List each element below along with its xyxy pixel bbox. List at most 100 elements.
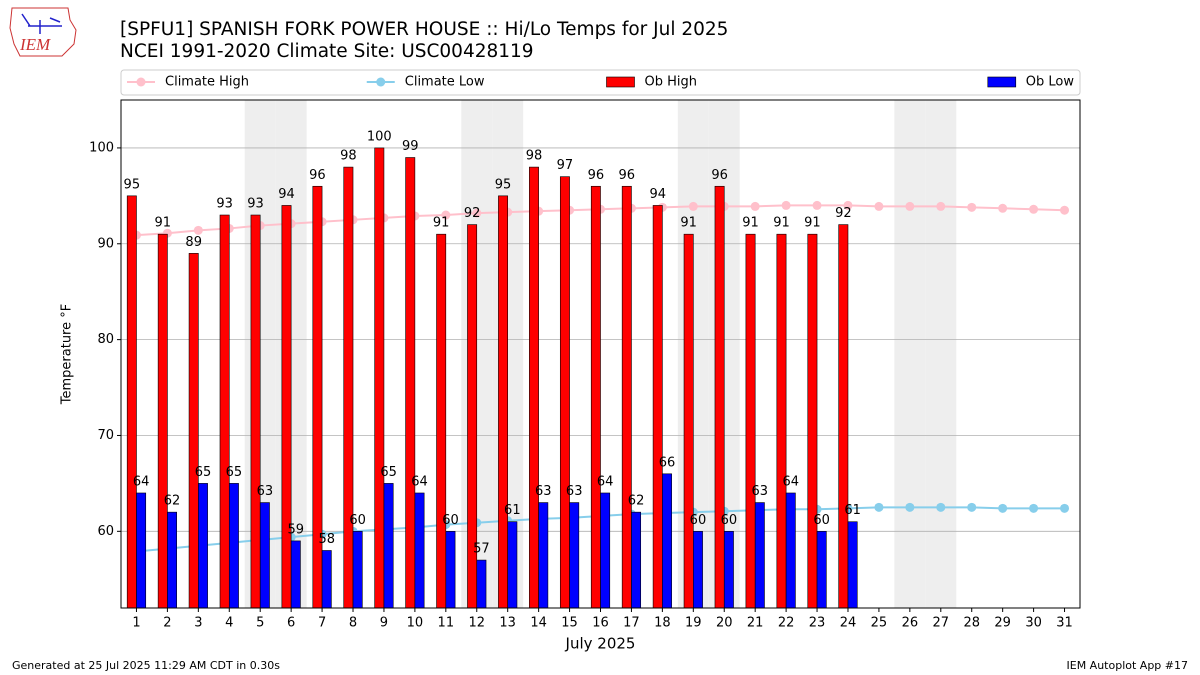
bar-value-label: 91 [154,216,171,231]
x-tick-label: 27 [933,616,950,631]
bar [281,205,292,609]
legend-label: Climate Low [405,75,485,90]
bar [167,511,177,609]
x-tick-label: 7 [318,616,326,631]
bar-value-label: 66 [659,455,676,470]
bar-value-label: 59 [288,522,305,537]
x-tick-label: 1 [132,616,140,631]
bar [259,502,270,609]
x-tick-label: 11 [438,616,455,631]
climate-marker [936,502,946,512]
bar-value-label: 96 [588,168,605,183]
y-axis-label: Temperature °F [60,304,75,405]
climate-marker [441,210,451,220]
bar [807,233,818,609]
bar [198,483,208,609]
weekend-shade [894,100,926,608]
bar [683,233,694,609]
bar-value-label: 91 [680,216,697,231]
bar [136,492,147,609]
x-tick-label: 29 [994,616,1011,631]
bar [188,253,199,609]
x-tick-label: 14 [530,616,547,631]
weekend-shade [925,100,957,608]
y-tick-label: 80 [97,332,114,347]
y-tick-label: 60 [97,524,114,539]
footer-left: Generated at 25 Jul 2025 11:29 AM CDT in… [12,659,280,672]
bar [785,492,796,609]
bar-value-label: 61 [504,503,521,518]
climate-marker [781,200,791,210]
bar [529,166,539,609]
bar-value-label: 64 [597,474,614,489]
bar-value-label: 93 [247,197,264,212]
bar [590,185,601,609]
bar [219,214,230,609]
bar-value-label: 60 [442,513,459,528]
x-tick-label: 12 [468,616,485,631]
legend-label: Climate High [165,75,249,90]
bar-value-label: 91 [804,216,821,231]
bar-value-label: 60 [349,513,366,528]
legend-swatch [987,76,1017,88]
bar-value-label: 63 [257,484,274,499]
y-tick-label: 70 [97,428,114,443]
bar [621,185,632,609]
climate-marker [750,201,760,211]
bar-value-label: 60 [721,513,738,528]
bar-value-label: 91 [773,216,790,231]
plot-frame [120,99,1081,609]
x-tick-label: 16 [592,616,609,631]
bar [126,195,137,609]
bar-value-label: 96 [619,168,636,183]
bar-value-label: 91 [742,216,759,231]
bar [374,147,385,609]
x-tick-label: 5 [256,616,264,631]
bar [405,157,416,609]
bar [754,502,765,609]
bar [569,502,580,609]
x-axis-label: July 2025 [565,635,636,653]
bar [436,233,447,609]
bar [776,233,787,609]
bar [538,502,549,609]
climate-marker [998,503,1008,513]
bar [321,550,332,609]
x-tick-label: 19 [685,616,702,631]
bar-value-label: 95 [124,177,141,192]
x-tick-label: 30 [1025,616,1042,631]
climate-marker [967,202,977,212]
bar-value-label: 62 [164,494,181,509]
legend-swatch [606,76,635,88]
x-tick-label: 31 [1056,616,1073,631]
climate-marker [936,201,946,211]
bar-value-label: 57 [473,542,490,557]
bar [662,473,672,609]
bar [290,540,301,609]
logo-icon [21,13,62,34]
bar [476,559,487,609]
bar-value-label: 98 [340,149,357,164]
x-tick-label: 15 [561,616,578,631]
bar-value-label: 96 [309,168,326,183]
x-tick-label: 6 [287,616,295,631]
bar [157,233,168,609]
x-tick-label: 20 [716,616,733,631]
climate-marker [472,208,482,218]
bar [714,185,725,609]
bar-value-label: 93 [216,197,233,212]
bar [559,176,570,609]
x-tick-label: 18 [654,616,671,631]
y-tick-label: 100 [89,140,114,155]
bar-value-label: 91 [433,216,450,231]
climate-marker [1029,204,1039,214]
bar [816,531,827,609]
x-tick-label: 3 [194,616,202,631]
bar-value-label: 100 [367,129,392,144]
bar [352,531,363,609]
bar-value-label: 96 [711,168,728,183]
logo: IEM [9,7,77,57]
bar [507,521,518,609]
bar-value-label: 99 [402,139,419,154]
